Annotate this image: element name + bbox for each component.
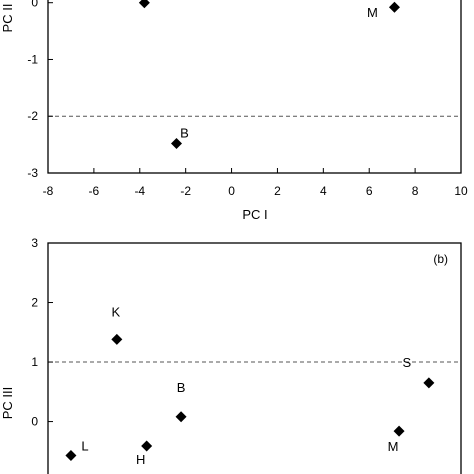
data-point-label: H xyxy=(136,452,145,467)
panel-b-tag: (b) xyxy=(433,252,448,266)
panel-b-frame xyxy=(47,242,462,474)
panel-a-frame xyxy=(47,0,462,174)
panel-a: PC II PC I 0-1-2-3-8-6-4-20246810LHBM xyxy=(0,0,468,222)
y-tick-label: 0 xyxy=(31,0,38,10)
data-point-label: K xyxy=(111,304,120,319)
y-tick-label: -3 xyxy=(27,166,38,180)
data-point-marker xyxy=(388,1,400,13)
data-point-label: M xyxy=(367,5,378,20)
data-point-label: B xyxy=(177,380,186,395)
y-tick-label: 1 xyxy=(31,355,38,369)
x-tick-label: 0 xyxy=(228,184,235,198)
data-point-label: H xyxy=(154,0,163,1)
x-tick-label: 4 xyxy=(320,184,327,198)
panel-b-ylabel: PC III xyxy=(0,387,15,420)
data-point-marker xyxy=(138,0,150,9)
x-tick-label: 10 xyxy=(454,184,468,198)
data-point-marker xyxy=(393,425,405,437)
data-point-label: S xyxy=(403,355,412,370)
y-tick-label: 3 xyxy=(31,236,38,250)
data-point-marker xyxy=(175,411,187,423)
data-point-marker xyxy=(111,333,123,345)
panel-a-ylabel: PC II xyxy=(0,4,15,33)
y-tick-label: 0 xyxy=(31,415,38,429)
data-point-marker xyxy=(423,377,435,389)
x-tick-label: -8 xyxy=(43,184,54,198)
data-point-marker xyxy=(65,450,77,461)
data-point-label: M xyxy=(388,439,399,454)
y-tick-label: -1 xyxy=(27,52,38,66)
x-tick-label: 6 xyxy=(366,184,373,198)
x-tick-label: 8 xyxy=(412,184,419,198)
x-tick-label: -2 xyxy=(180,184,191,198)
x-tick-label: 2 xyxy=(274,184,281,198)
data-point-marker xyxy=(170,137,182,149)
y-tick-label: -2 xyxy=(27,109,38,123)
data-point-marker xyxy=(141,440,153,452)
panel-a-xlabel: PC I xyxy=(242,207,267,222)
data-point-label: B xyxy=(180,125,189,140)
y-tick-label: 2 xyxy=(31,296,38,310)
data-point-label: L xyxy=(81,439,88,454)
x-tick-label: -6 xyxy=(89,184,100,198)
x-tick-label: -4 xyxy=(134,184,145,198)
